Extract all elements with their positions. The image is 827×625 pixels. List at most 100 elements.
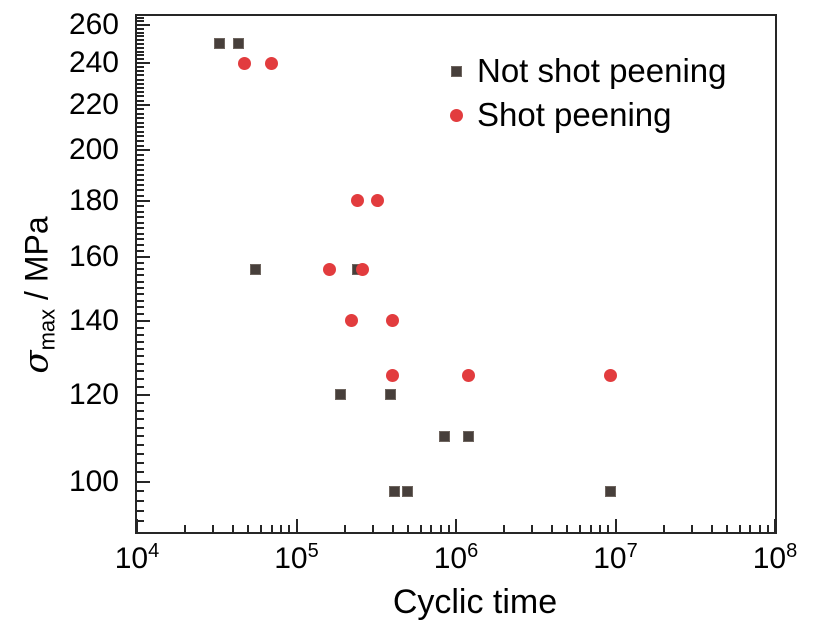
data-point-not-shot-peening bbox=[335, 389, 347, 401]
y-minor-tick bbox=[137, 370, 144, 373]
y-minor-tick bbox=[137, 299, 144, 302]
y-minor-tick bbox=[137, 16, 144, 19]
x-major-tick bbox=[774, 519, 776, 532]
y-minor-tick bbox=[137, 54, 144, 57]
x-tick-label: 107 bbox=[593, 540, 638, 575]
y-minor-tick bbox=[137, 194, 144, 197]
y-tick-label: 100 bbox=[68, 464, 119, 498]
y-minor-tick bbox=[137, 306, 144, 309]
legend-label-not-shot-peening: Not shot peening bbox=[477, 52, 727, 89]
y-tick-label: 240 bbox=[68, 46, 119, 80]
y-minor-tick bbox=[137, 348, 144, 350]
x-axis-title: Cyclic time bbox=[392, 583, 558, 621]
y-minor-tick bbox=[137, 274, 144, 277]
legend-item-shot-peening: Shot peening bbox=[449, 93, 727, 137]
y-minor-tick bbox=[137, 205, 144, 208]
x-minor-tick bbox=[391, 525, 394, 532]
y-minor-tick bbox=[137, 126, 144, 129]
x-minor-tick bbox=[430, 525, 433, 532]
x-minor-tick bbox=[749, 525, 752, 532]
legend-item-not-shot-peening: Not shot peening bbox=[449, 49, 727, 93]
y-tick-label: 200 bbox=[68, 133, 119, 167]
x-major-tick bbox=[614, 519, 617, 532]
legend: Not shot peening Shot peening bbox=[449, 49, 727, 137]
y-minor-tick bbox=[137, 58, 144, 61]
data-point-shot-peening bbox=[237, 56, 251, 70]
y-major-tick bbox=[137, 199, 150, 202]
y-minor-tick bbox=[137, 117, 144, 120]
data-point-shot-peening bbox=[356, 262, 370, 276]
x-minor-tick bbox=[599, 525, 602, 532]
y-minor-tick bbox=[137, 238, 144, 241]
y-minor-tick bbox=[137, 452, 144, 455]
data-point-shot-peening bbox=[322, 262, 336, 276]
x-minor-tick bbox=[260, 525, 263, 532]
data-point-shot-peening bbox=[344, 314, 358, 328]
y-minor-tick bbox=[137, 20, 144, 23]
x-major-tick bbox=[136, 519, 138, 532]
y-minor-tick bbox=[137, 184, 144, 187]
circle-marker-icon bbox=[449, 108, 463, 122]
y-minor-tick bbox=[137, 27, 144, 30]
sigma-symbol: σ bbox=[16, 350, 57, 374]
y-minor-tick bbox=[137, 313, 144, 316]
y-axis-unit: / MPa bbox=[18, 216, 55, 309]
y-minor-tick bbox=[137, 500, 144, 503]
x-minor-tick bbox=[690, 525, 693, 532]
x-minor-tick bbox=[184, 525, 186, 532]
y-minor-tick bbox=[137, 121, 144, 124]
y-minor-tick bbox=[137, 50, 144, 53]
y-major-tick bbox=[137, 62, 150, 65]
y-minor-tick bbox=[137, 280, 144, 283]
y-minor-tick bbox=[137, 409, 144, 412]
y-minor-tick bbox=[137, 471, 144, 474]
y-minor-tick bbox=[137, 173, 144, 176]
y-minor-tick bbox=[137, 262, 144, 265]
y-minor-tick bbox=[137, 46, 144, 49]
y-minor-tick bbox=[137, 443, 144, 446]
x-minor-tick bbox=[531, 525, 534, 532]
y-major-tick bbox=[137, 149, 150, 152]
x-major-tick bbox=[455, 519, 457, 532]
x-minor-tick bbox=[551, 525, 554, 532]
plot-area: Not shot peening Shot peening bbox=[135, 14, 777, 534]
y-minor-tick bbox=[137, 70, 144, 73]
sigma-subscript: max bbox=[34, 308, 60, 351]
data-point-shot-peening bbox=[370, 194, 384, 208]
y-minor-tick bbox=[137, 130, 144, 133]
y-minor-tick bbox=[137, 333, 144, 336]
y-axis-title: σmax / MPa bbox=[16, 216, 64, 374]
y-minor-tick bbox=[137, 164, 144, 167]
x-minor-tick bbox=[406, 525, 409, 532]
y-minor-tick bbox=[137, 95, 144, 98]
x-minor-tick bbox=[566, 525, 569, 532]
x-tick-label: 108 bbox=[752, 540, 798, 575]
data-point-not-shot-peening bbox=[604, 485, 616, 497]
y-minor-tick bbox=[137, 91, 144, 94]
data-point-not-shot-peening bbox=[249, 263, 261, 275]
y-minor-tick bbox=[137, 520, 144, 523]
y-minor-tick bbox=[137, 108, 144, 111]
y-minor-tick bbox=[137, 221, 144, 224]
x-minor-tick bbox=[662, 525, 665, 532]
y-tick-label: 140 bbox=[68, 303, 119, 337]
y-minor-tick bbox=[137, 35, 144, 38]
y-minor-tick bbox=[137, 355, 144, 358]
x-tick-label: 106 bbox=[433, 540, 479, 575]
data-point-not-shot-peening bbox=[439, 430, 451, 442]
y-major-tick bbox=[137, 319, 150, 322]
legend-label-shot-peening: Shot peening bbox=[477, 96, 672, 133]
y-minor-tick bbox=[137, 154, 144, 157]
data-point-shot-peening bbox=[265, 56, 279, 70]
x-tick-label: 104 bbox=[114, 540, 160, 575]
y-major-tick bbox=[137, 24, 150, 27]
y-minor-tick bbox=[137, 179, 144, 182]
y-tick-label: 260 bbox=[68, 8, 119, 42]
y-tick-label: 160 bbox=[68, 240, 119, 274]
x-minor-tick bbox=[738, 525, 741, 532]
x-minor-tick bbox=[607, 525, 610, 532]
y-major-tick bbox=[137, 393, 150, 396]
y-minor-tick bbox=[137, 144, 144, 147]
y-minor-tick bbox=[137, 99, 144, 102]
y-minor-tick bbox=[137, 86, 144, 89]
